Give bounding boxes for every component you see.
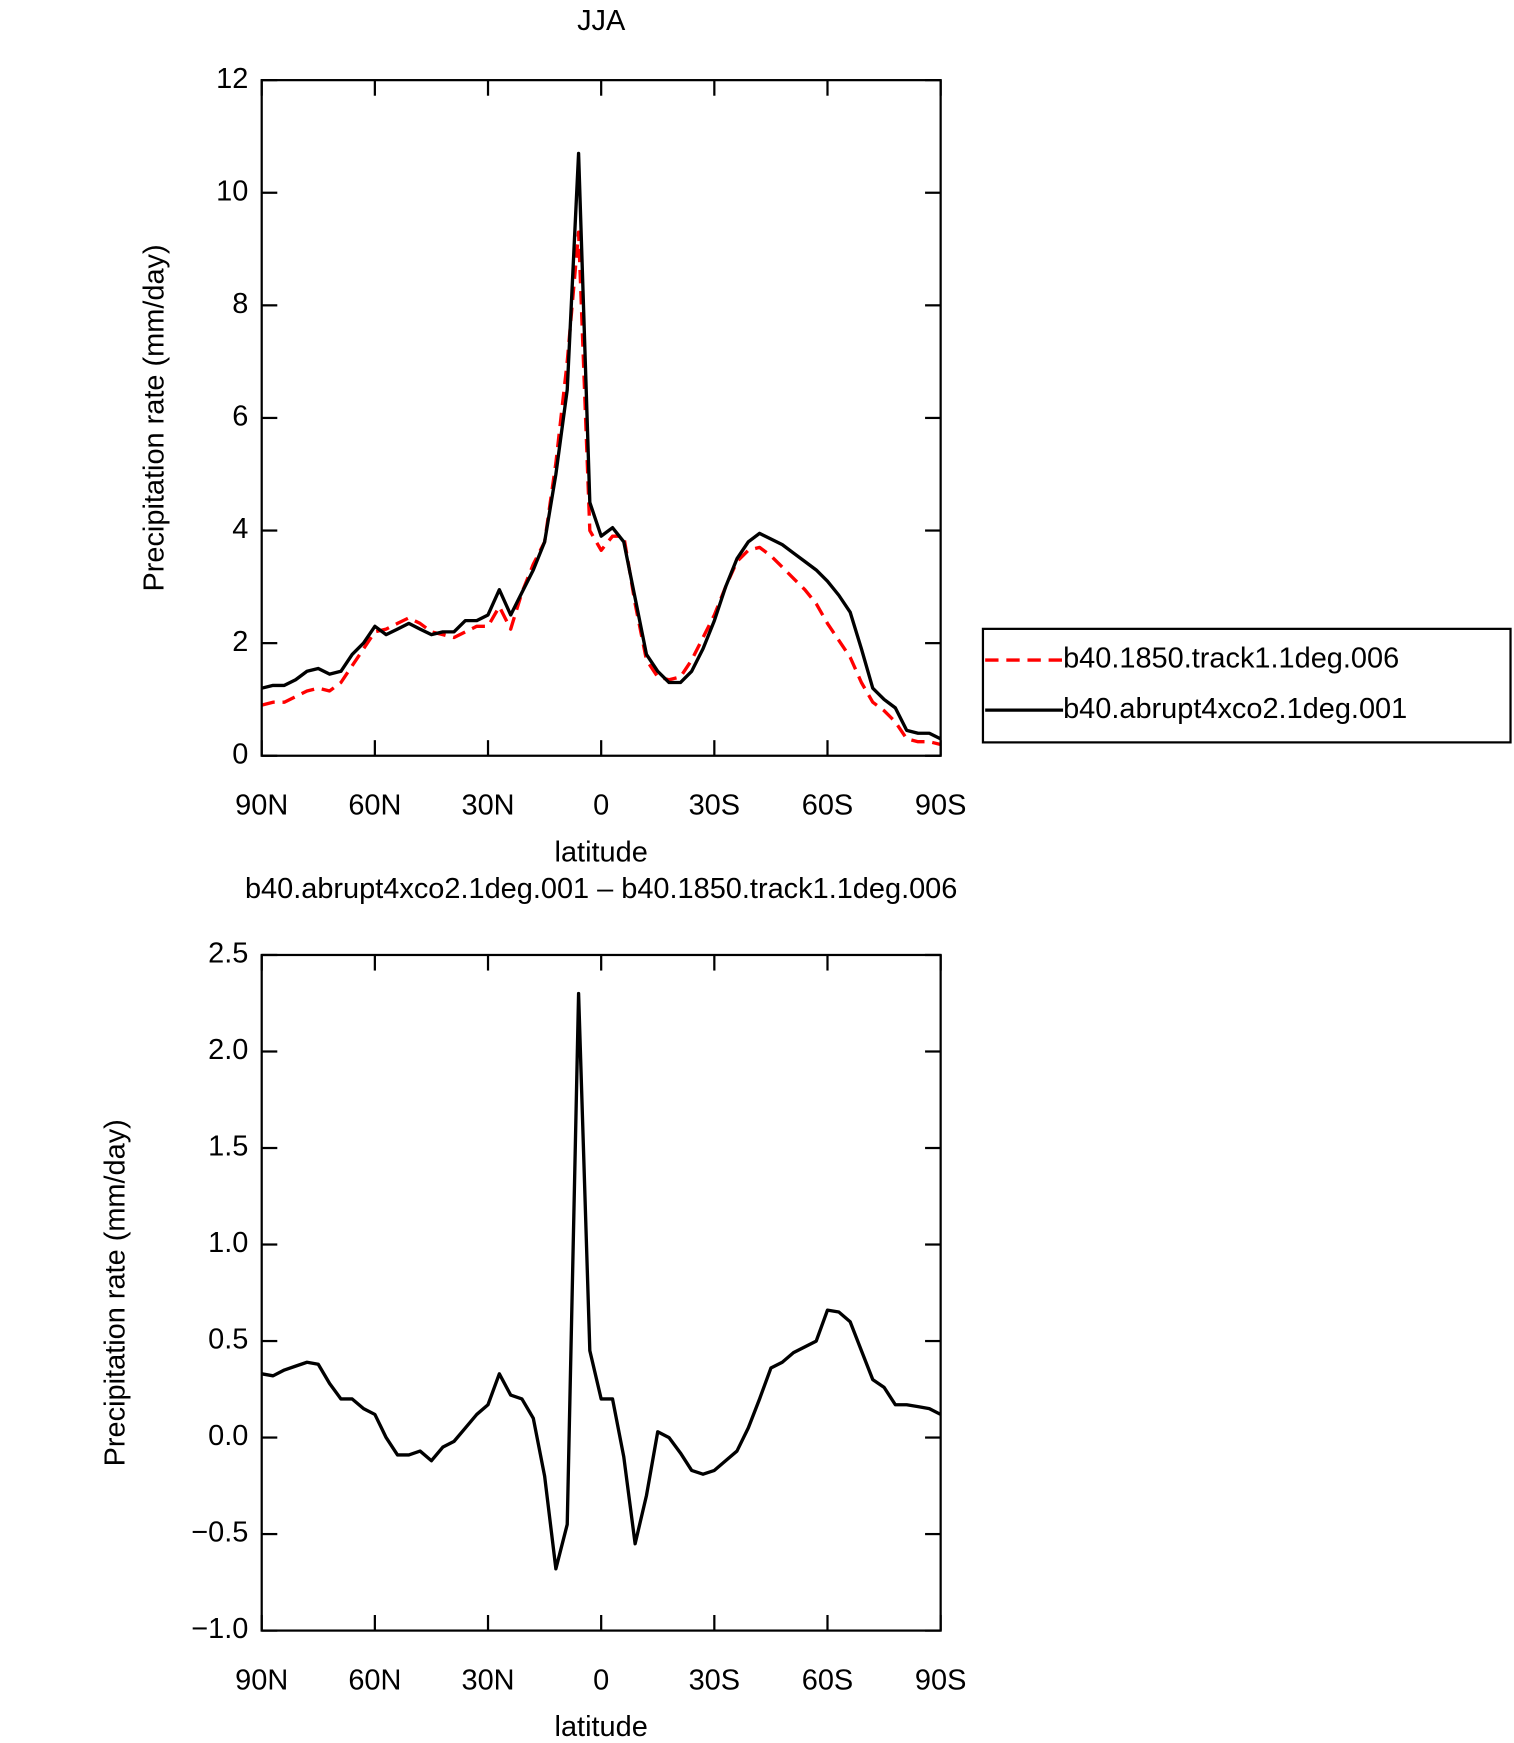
y-tick-label: 0: [232, 738, 248, 770]
y-tick-label: 0.5: [208, 1324, 248, 1356]
x-tick-label: 30S: [689, 790, 740, 822]
x-tick-label: 30N: [461, 790, 514, 822]
legend-label: b40.1850.track1.1deg.006: [1063, 643, 1399, 675]
chart-title: b40.abrupt4xco2.1deg.001 – b40.1850.trac…: [245, 873, 957, 905]
x-tick-label: 90N: [235, 790, 288, 822]
y-tick-label: 10: [216, 175, 248, 207]
x-tick-label: 60S: [802, 1664, 853, 1696]
x-tick-label: 30S: [689, 1664, 740, 1696]
legend-label: b40.abrupt4xco2.1deg.001: [1063, 693, 1407, 725]
y-axis-label: Precipitation rate (mm/day): [139, 244, 171, 591]
y-tick-label: −1.0: [191, 1613, 248, 1645]
x-tick-label: 90S: [915, 1664, 966, 1696]
y-tick-label: 0.0: [208, 1420, 248, 1452]
x-tick-label: 30N: [461, 1664, 514, 1696]
y-tick-label: 8: [232, 288, 248, 320]
x-tick-label: 60S: [802, 790, 853, 822]
data-line: [261, 151, 942, 741]
x-tick-label: 90N: [235, 1664, 288, 1696]
y-tick-label: −0.5: [191, 1517, 248, 1549]
chart-title: JJA: [577, 5, 626, 37]
x-tick-label: 0: [593, 790, 609, 822]
x-tick-label: 60N: [348, 1664, 401, 1696]
data-line: [261, 991, 942, 1571]
x-axis-label: latitude: [555, 1711, 648, 1743]
x-tick-label: 0: [593, 1664, 609, 1696]
y-tick-label: 12: [216, 63, 248, 95]
plot-frame: [260, 79, 942, 757]
x-tick-label: 60N: [348, 790, 401, 822]
y-tick-label: 2: [232, 626, 248, 658]
x-axis-label: latitude: [555, 836, 648, 868]
y-tick-label: 2.0: [208, 1034, 248, 1066]
y-tick-label: 1.0: [208, 1227, 248, 1259]
plot-frame: [260, 953, 942, 1632]
y-axis-label: Precipitation rate (mm/day): [100, 1119, 132, 1466]
data-line: [261, 230, 942, 747]
y-tick-label: 4: [232, 513, 248, 545]
y-tick-label: 2.5: [208, 938, 248, 970]
x-tick-label: 90S: [915, 790, 966, 822]
y-tick-label: 1.5: [208, 1131, 248, 1163]
y-tick-label: 6: [232, 401, 248, 433]
legend-box: [981, 627, 1512, 744]
